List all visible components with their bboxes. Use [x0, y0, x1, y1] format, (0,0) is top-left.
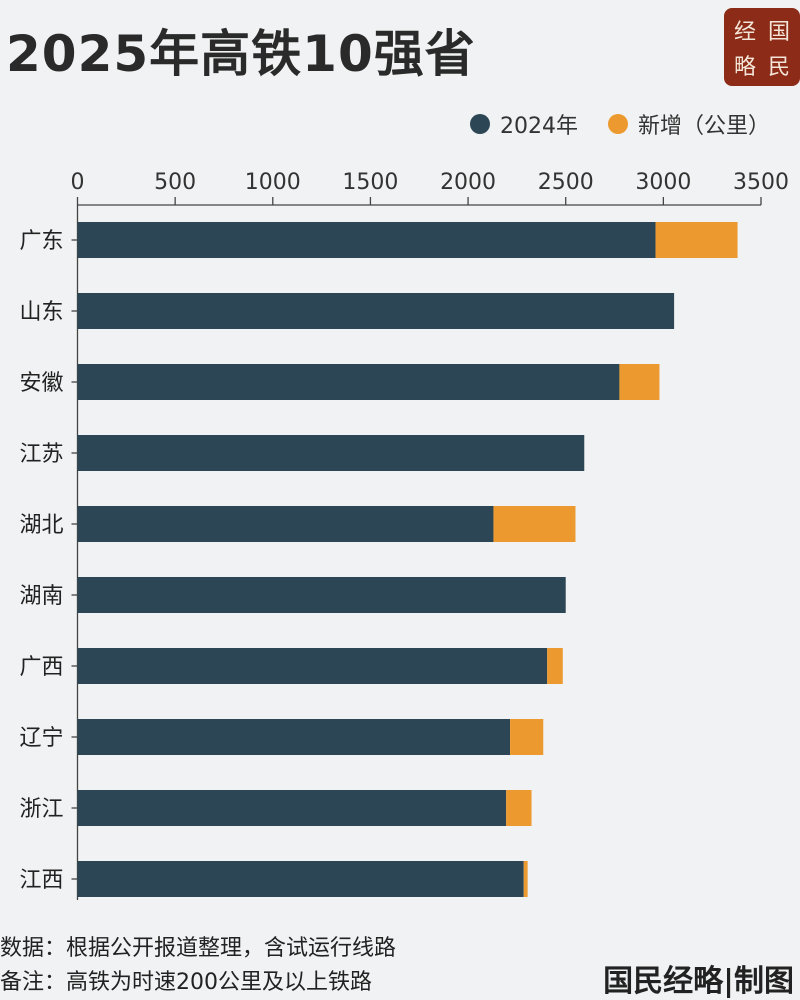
bar-2024-7 [77, 719, 511, 755]
legend-item-added: 新增（公里） [608, 108, 770, 140]
bar-added-2 [619, 364, 660, 400]
legend-label: 新增（公里） [638, 114, 771, 139]
page-title: 2025年高铁10强省 [6, 25, 476, 83]
bar-2024-5 [77, 577, 566, 613]
legend-swatch-added [608, 114, 628, 134]
x-tick-label: 3000 [635, 170, 691, 195]
bar-added-7 [510, 719, 544, 755]
legend-label: 2024年 [500, 114, 578, 139]
category-label: 湖南 [19, 584, 63, 609]
legend-item-2024: 2024年 [470, 108, 578, 140]
bar-2024-2 [77, 364, 620, 400]
x-tick-label: 500 [154, 170, 196, 195]
bar-2024-4 [77, 506, 494, 542]
x-tick-label: 2500 [538, 170, 594, 195]
bar-added-4 [493, 506, 576, 542]
bar-2024-1 [77, 293, 675, 329]
data-source-note: 数据：根据公开报道整理，含试运行线路 [0, 936, 397, 961]
bar-2024-3 [77, 435, 585, 471]
x-tick-label: 3500 [733, 170, 789, 195]
bar-added-8 [506, 790, 532, 826]
bar-added-6 [547, 648, 563, 684]
category-label: 浙江 [19, 797, 63, 822]
bar-2024-9 [77, 861, 524, 897]
category-label: 广东 [19, 229, 63, 254]
logo-char: 略 [733, 54, 756, 80]
x-tick-label: 1500 [342, 170, 398, 195]
legend-swatch-2024 [470, 114, 490, 134]
logo-char: 经 [733, 19, 756, 45]
brand-credit: 国民经略|制图 [603, 964, 794, 999]
bar-2024-6 [77, 648, 548, 684]
category-label: 安徽 [19, 371, 63, 396]
bar-added-9 [523, 861, 528, 897]
x-tick-label: 1000 [245, 170, 301, 195]
category-label: 江西 [19, 868, 63, 893]
logo-char: 民 [767, 54, 790, 80]
logo: 经 国 略 民 [724, 8, 800, 86]
remark-note: 备注：高铁为时速200公里及以上铁路 [0, 970, 372, 995]
x-tick-label: 0 [71, 170, 85, 195]
category-label: 山东 [19, 300, 63, 325]
category-label: 广西 [19, 655, 63, 680]
logo-char: 国 [767, 19, 790, 45]
category-label: 辽宁 [19, 726, 63, 751]
x-tick-label: 2000 [440, 170, 496, 195]
bar-2024-8 [77, 790, 507, 826]
category-label: 江苏 [19, 442, 63, 467]
bar-2024-0 [77, 222, 656, 258]
category-label: 湖北 [19, 513, 63, 538]
legend: 2024年 新增（公里） [470, 108, 800, 140]
bar-added-0 [655, 222, 738, 258]
